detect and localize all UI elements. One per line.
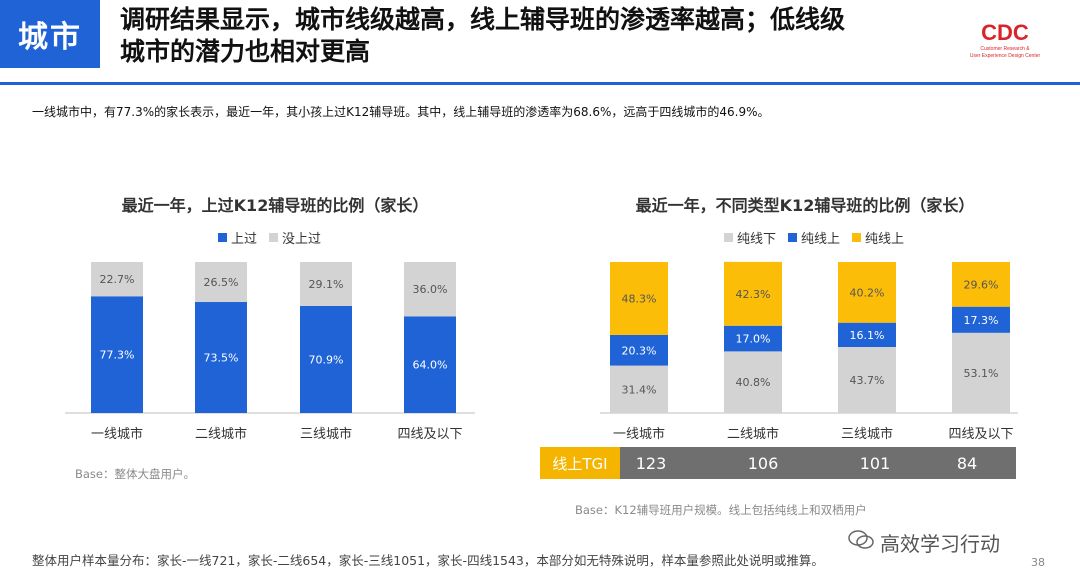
legend-swatch — [269, 233, 279, 242]
tgi-label: 线上TGI — [540, 447, 620, 479]
bar-segment — [838, 262, 896, 323]
data-label: 77.3% — [100, 349, 135, 362]
legend-item-shangguo: 上过 — [218, 228, 257, 247]
legend-label: 纯线上 — [801, 232, 841, 247]
right-base-note: Base：K12辅导班用户规模。线上包括纯线上和双栖用户 — [575, 503, 867, 517]
legend-label: 没上过 — [282, 232, 322, 247]
bar-segment — [724, 351, 782, 413]
bar-segment — [404, 316, 456, 413]
tgi-value-tier1: 123 — [635, 453, 667, 473]
data-label: 29.6% — [964, 278, 999, 291]
footer-note: 整体用户样本量分布：家长-一线721，家长-二线654，家长-三线1051，家长… — [32, 553, 824, 568]
tgi-value-tier2: 106 — [747, 453, 779, 473]
logo-subtitle-2: User Experience Design Center — [970, 53, 1041, 59]
legend-label: 纯线上 — [865, 232, 905, 247]
data-label: 64.0% — [413, 359, 448, 372]
right-chart-legend: 纯线下 纯线上 纯线上 — [724, 228, 904, 247]
bar-segment — [91, 296, 143, 413]
data-label: 17.0% — [736, 333, 771, 346]
data-label: 36.0% — [413, 283, 448, 296]
bar-segment — [610, 334, 668, 366]
cdc-logo: CDC Customer Research & User Experience … — [955, 16, 1055, 66]
data-label: 40.8% — [736, 376, 771, 389]
bar-segment — [838, 347, 896, 413]
category-label: 一线城市 — [613, 426, 665, 442]
legend-item-chunxianshang-blue: 纯线上 — [788, 228, 840, 247]
bar-segment — [300, 305, 352, 413]
legend-swatch — [218, 233, 227, 242]
category-label: 三线城市 — [300, 426, 352, 442]
bar-segment — [838, 322, 896, 348]
watermark-text: 高效学习行动 — [880, 532, 1000, 556]
headline-line-2: 城市的潜力也相对更高 — [120, 37, 371, 66]
legend-label: 上过 — [231, 232, 258, 247]
bar-segment — [91, 262, 143, 297]
headline-line-1: 调研结果显示，城市线级越高，线上辅导班的渗透率越高；低线级 — [120, 5, 846, 34]
data-label: 31.4% — [622, 383, 657, 396]
page-number: 38 — [1031, 556, 1045, 569]
bar-segment — [952, 332, 1010, 413]
data-label: 70.9% — [309, 353, 344, 366]
section-tag: 城市 — [0, 0, 100, 68]
data-label: 17.3% — [964, 314, 999, 327]
data-label: 20.3% — [622, 344, 657, 357]
bar-segment — [195, 262, 247, 303]
category-label: 二线城市 — [195, 426, 247, 442]
logo-subtitle-1: Customer Research & — [980, 46, 1030, 52]
lead-text: 一线城市中，有77.3%的家长表示，最近一年，其小孩上过K12辅导班。其中，线上… — [32, 105, 770, 119]
left-chart-title: 最近一年，上过K12辅导班的比例（家长） — [121, 196, 429, 215]
legend-item-chunxianshang-yellow: 纯线上 — [852, 228, 904, 247]
bar-segment — [724, 261, 782, 326]
category-label: 一线城市 — [91, 426, 143, 442]
data-label: 26.5% — [204, 276, 239, 289]
legend-item-meishangguo: 没上过 — [269, 228, 321, 247]
right-chart-title: 最近一年，不同类型K12辅导班的比例（家长） — [635, 196, 975, 215]
data-label: 53.1% — [964, 367, 999, 380]
data-label: 48.3% — [622, 292, 657, 305]
data-label: 42.3% — [736, 288, 771, 301]
data-label: 22.7% — [100, 273, 135, 286]
bar-segment — [404, 262, 456, 317]
wechat-watermark: 高效学习行动 — [848, 528, 1000, 557]
bar-segment — [610, 262, 668, 335]
data-label: 16.1% — [850, 329, 885, 342]
bar-segment — [952, 262, 1010, 307]
page-headline: 调研结果显示，城市线级越高，线上辅导班的渗透率越高；低线级 城市的潜力也相对更高 — [120, 4, 920, 68]
category-label: 四线及以下 — [948, 427, 1013, 442]
legend-swatch — [852, 233, 862, 242]
left-base-note: Base：整体大盘用户。 — [75, 467, 196, 481]
category-label: 三线城市 — [841, 426, 893, 442]
bar-segment — [195, 302, 247, 413]
data-label: 43.7% — [850, 374, 885, 387]
data-label: 40.2% — [850, 286, 885, 299]
bar-segment — [300, 262, 352, 306]
bar-segment — [952, 306, 1010, 333]
header-divider — [0, 82, 1080, 85]
chat-bubble-icon — [848, 529, 874, 556]
legend-item-chunxianxia: 纯线下 — [724, 228, 776, 247]
bar-segment — [724, 325, 782, 352]
tgi-row: 线上TGI 123 106 101 84 — [540, 447, 1016, 479]
legend-swatch — [724, 233, 733, 242]
tgi-value-tier3: 101 — [859, 453, 891, 473]
legend-swatch — [788, 233, 798, 242]
data-label: 29.1% — [309, 278, 344, 291]
bar-segment — [610, 365, 668, 413]
logo-text: CDC — [981, 20, 1029, 45]
category-label: 二线城市 — [727, 426, 779, 442]
legend-label: 纯线下 — [737, 232, 777, 247]
left-chart-legend: 上过 没上过 — [218, 228, 321, 247]
tgi-value-tier4: 84 — [956, 453, 978, 473]
category-label: 四线及以下 — [397, 427, 462, 442]
data-label: 73.5% — [204, 352, 239, 365]
